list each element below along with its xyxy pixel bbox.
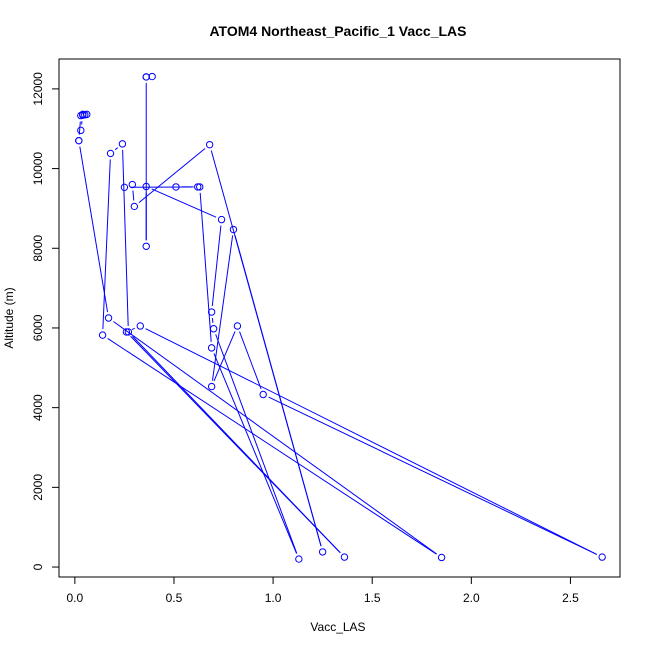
- series-segment: [79, 146, 109, 313]
- plot-frame: [58, 58, 621, 578]
- data-point: [340, 553, 349, 561]
- data-point: [233, 322, 242, 330]
- series-segment: [239, 331, 262, 390]
- data-point: [77, 126, 85, 135]
- data-point: [120, 183, 129, 192]
- chart-title: ATOM4 Northeast_Pacific_1 Vacc_LAS: [209, 23, 466, 39]
- y-tick-label: 6000: [31, 314, 45, 341]
- data-point: [106, 149, 115, 158]
- data-point: [104, 314, 113, 322]
- data-point: [217, 215, 226, 224]
- x-tick-label: 1.0: [265, 591, 282, 605]
- data-point: [598, 553, 606, 561]
- data-point: [172, 183, 180, 191]
- series-segment: [132, 190, 135, 201]
- data-point: [207, 308, 216, 316]
- series-segment: [211, 225, 222, 307]
- data-point: [437, 553, 446, 562]
- y-tick-label: 2000: [31, 474, 45, 501]
- series-segment: [213, 353, 298, 554]
- x-tick-label: 2.0: [463, 591, 480, 605]
- series-segment: [78, 121, 81, 135]
- series-segment: [145, 328, 598, 555]
- data-point: [124, 328, 133, 336]
- data-point: [122, 328, 131, 336]
- data-point: [194, 183, 202, 191]
- series-segment: [114, 147, 119, 151]
- series-segment: [215, 334, 298, 554]
- point-layer: [75, 72, 606, 563]
- data-point: [229, 225, 238, 234]
- data-point: [142, 73, 150, 81]
- data-point: [318, 548, 327, 556]
- data-point: [118, 140, 127, 148]
- data-point: [209, 325, 218, 333]
- y-axis-label: Altitude (m): [2, 287, 16, 348]
- x-tick-label: 0.5: [166, 591, 183, 605]
- series-segment: [213, 331, 236, 382]
- series-segment: [138, 148, 206, 204]
- data-point: [205, 140, 214, 149]
- series-segment: [113, 321, 438, 555]
- x-axis-label: Vacc_LAS: [310, 620, 365, 634]
- x-tick-label: 1.5: [364, 591, 381, 605]
- data-point: [196, 183, 204, 191]
- x-axis: 0.0 0.5 1.0 1.5 2.0 2.5: [67, 576, 579, 605]
- series-segment: [211, 317, 214, 323]
- y-tick-label: 4000: [31, 394, 45, 421]
- data-point: [148, 72, 156, 81]
- data-point: [75, 136, 83, 145]
- series-segment: [151, 188, 217, 218]
- series-segment: [199, 192, 212, 342]
- y-tick-label: 10000: [31, 152, 45, 186]
- series-segment: [102, 159, 111, 330]
- data-point: [259, 390, 267, 399]
- data-point: [130, 202, 139, 211]
- series-layer: [78, 82, 598, 555]
- data-point: [79, 110, 87, 119]
- x-tick-label: 2.5: [562, 591, 579, 605]
- data-point: [207, 344, 216, 352]
- y-tick-label: 12000: [31, 72, 45, 106]
- data-point: [136, 322, 144, 330]
- data-point: [142, 182, 150, 191]
- y-axis: 0 2000 4000 6000 8000 10000 12000: [31, 72, 60, 570]
- data-point: [207, 382, 216, 391]
- series-segment: [122, 149, 129, 326]
- series-segment: [132, 335, 341, 554]
- data-point: [77, 111, 85, 120]
- data-point: [128, 180, 137, 189]
- series-segment: [234, 235, 322, 547]
- series-segment: [211, 235, 234, 381]
- data-point: [295, 555, 303, 563]
- x-tick-label: 0.0: [67, 591, 84, 605]
- y-tick-label: 8000: [31, 235, 45, 262]
- y-tick-label: 0: [31, 563, 45, 570]
- series-segment: [268, 396, 597, 555]
- data-point: [142, 242, 150, 250]
- data-point: [98, 331, 107, 339]
- series-segment: [131, 327, 135, 331]
- series-segment: [107, 338, 437, 555]
